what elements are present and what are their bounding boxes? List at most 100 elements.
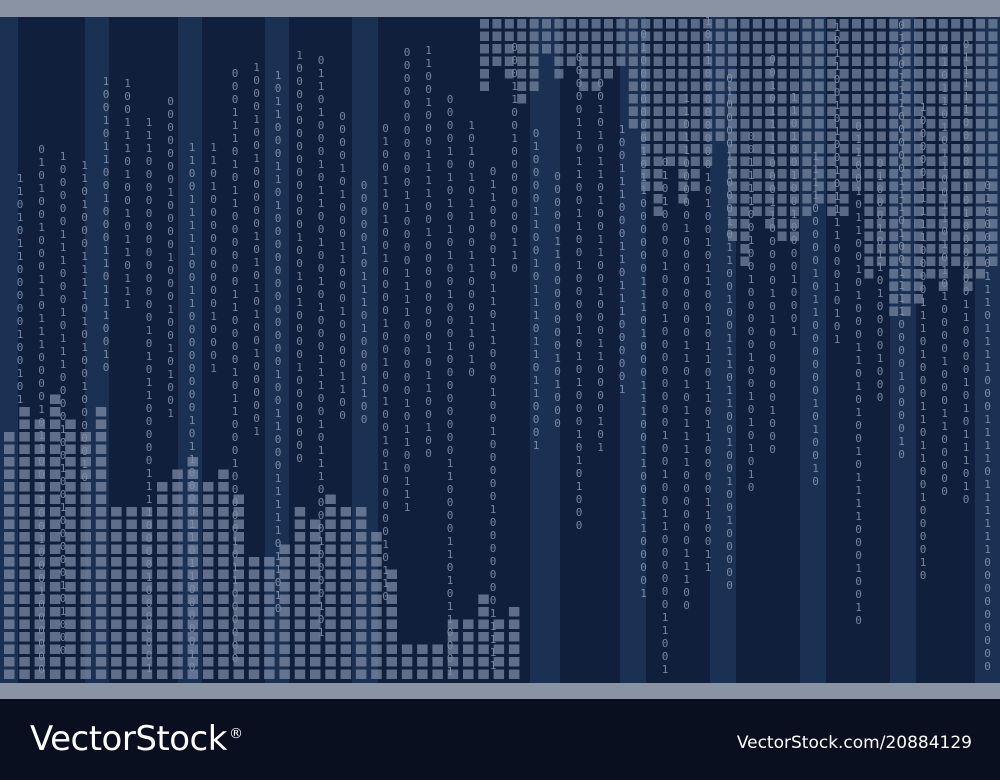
equalizer-block — [34, 582, 46, 592]
equalizer-block — [604, 56, 613, 66]
equalizer-block — [901, 294, 911, 304]
bottom-block-equalizer — [4, 394, 520, 679]
equalizer-block — [827, 131, 837, 141]
equalizer-block — [740, 19, 750, 29]
equalizer-block — [740, 206, 750, 216]
equalizer-block — [988, 219, 998, 229]
equalizer-block — [777, 219, 787, 229]
equalizer-block — [852, 169, 861, 179]
equalizer-block — [579, 31, 589, 41]
equalizer-block — [852, 44, 861, 54]
equalizer-block — [876, 244, 886, 254]
equalizer-block — [777, 119, 787, 129]
equalizer-block — [926, 181, 936, 191]
equalizer-block — [294, 557, 306, 567]
equalizer-block — [248, 619, 260, 629]
equalizer-block — [480, 44, 489, 54]
equalizer-block — [938, 131, 948, 141]
equalizer-block — [264, 632, 275, 642]
equalizer-block — [542, 44, 551, 54]
equalizer-block — [95, 594, 107, 604]
equalizer-block — [95, 457, 107, 467]
equalizer-block — [963, 156, 973, 166]
equalizer-block — [901, 31, 911, 41]
equalizer-block — [4, 619, 15, 629]
equalizer-block — [926, 69, 936, 79]
equalizer-block — [480, 69, 489, 79]
equalizer-block — [172, 632, 183, 642]
equalizer-block — [914, 56, 923, 66]
equalizer-block — [864, 131, 874, 141]
equalizer-block — [678, 156, 688, 166]
equalizer-block — [963, 194, 973, 204]
equalizer-block — [80, 544, 91, 554]
equalizer-block — [80, 494, 91, 504]
equalizer-block — [34, 557, 46, 567]
equalizer-block — [666, 56, 675, 66]
equalizer-block — [703, 131, 713, 141]
equalizer-block — [172, 557, 183, 567]
equalizer-block — [628, 31, 638, 41]
equalizer-block — [49, 407, 61, 417]
equalizer-block — [876, 44, 886, 54]
equalizer-block — [641, 69, 651, 79]
equalizer-block — [579, 81, 589, 91]
equalizer-block — [876, 219, 886, 229]
equalizer-block — [988, 169, 998, 179]
equalizer-block — [80, 594, 91, 604]
equalizer-block — [728, 94, 737, 104]
equalizer-block — [951, 181, 961, 191]
equalizer-block — [591, 31, 601, 41]
equalizer-block — [294, 582, 306, 592]
equalizer-block — [202, 482, 214, 492]
equalizer-block — [111, 519, 122, 529]
equalizer-block — [876, 81, 886, 91]
equalizer-block — [95, 407, 107, 417]
equalizer-block — [447, 669, 459, 679]
equalizer-block — [790, 94, 799, 104]
equalizer-block — [926, 31, 936, 41]
equalizer-block — [752, 31, 762, 41]
equalizer-block — [80, 519, 91, 529]
equalizer-block — [690, 131, 700, 141]
equalizer-block — [157, 607, 168, 617]
binary-digit-column: 011001011001010001101010010111100010010 — [855, 120, 862, 627]
equalizer-block — [690, 156, 700, 166]
equalizer-block — [678, 69, 688, 79]
equalizer-block — [765, 194, 775, 204]
equalizer-block — [264, 669, 275, 679]
equalizer-block — [889, 294, 899, 304]
equalizer-block — [4, 457, 15, 467]
equalizer-block — [740, 244, 750, 254]
equalizer-block — [432, 669, 443, 679]
equalizer-block — [901, 219, 911, 229]
equalizer-block — [95, 482, 107, 492]
equalizer-block — [310, 632, 321, 642]
equalizer-block — [914, 294, 923, 304]
equalizer-block — [49, 544, 61, 554]
equalizer-block — [325, 519, 336, 529]
equalizer-block — [19, 407, 30, 417]
equalizer-block — [187, 519, 199, 529]
equalizer-block — [901, 306, 911, 316]
equalizer-block — [653, 181, 663, 191]
equalizer-block — [19, 607, 30, 617]
equalizer-block — [852, 81, 861, 91]
equalizer-block — [19, 569, 30, 579]
equalizer-block — [852, 144, 861, 154]
equalizer-block — [988, 69, 998, 79]
binary-matrix-graphic: 1 1 0 1 0 1 1 0 0 0 0 0 1 0 0 1 0 10 1 0 1 0 0 1 0 0 0 1 1 0 1 1 1 0 0 0 0 1 0… — [0, 17, 1000, 683]
equalizer-block — [579, 56, 589, 66]
logo-text: VectorStock — [30, 719, 227, 759]
equalizer-block — [111, 569, 122, 579]
equalizer-block — [126, 569, 137, 579]
equalizer-block — [126, 582, 137, 592]
equalizer-block — [34, 507, 46, 517]
equalizer-block — [864, 69, 874, 79]
equalizer-block — [325, 582, 336, 592]
equalizer-block — [80, 432, 91, 442]
equalizer-block — [777, 56, 787, 66]
equalizer-block — [641, 56, 651, 66]
